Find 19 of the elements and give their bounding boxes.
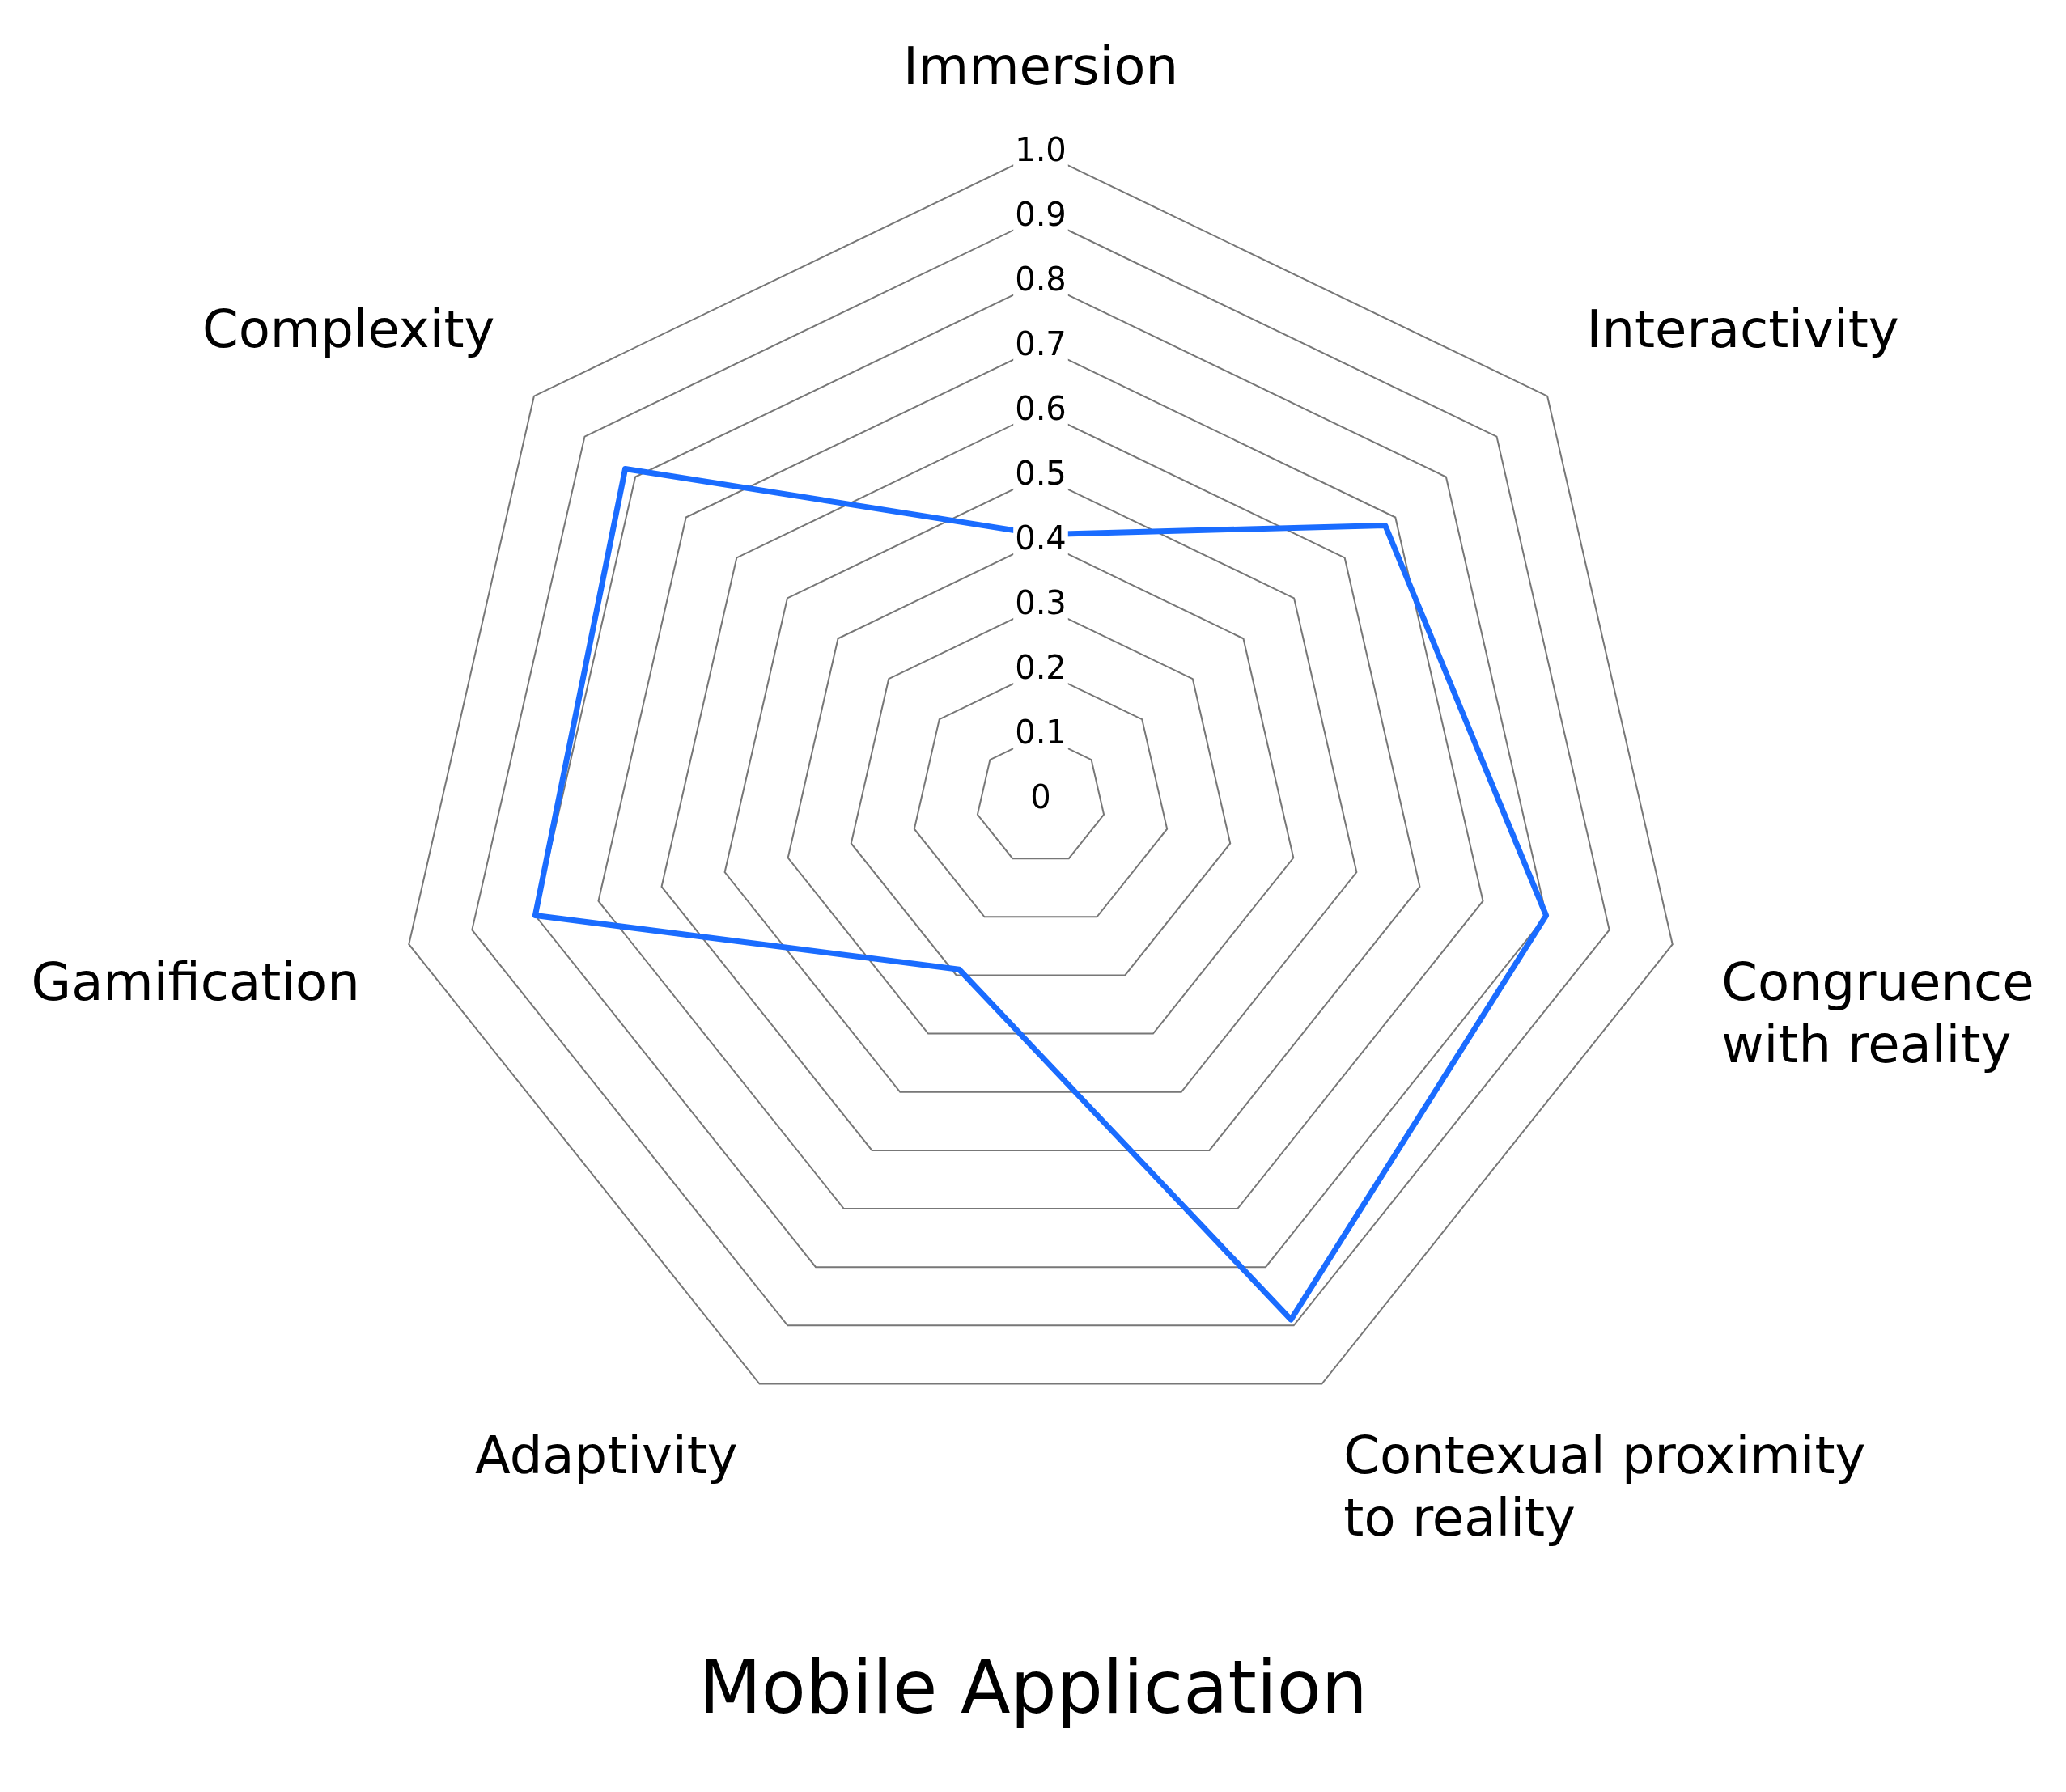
y-tick-label: 0.9: [1015, 195, 1067, 233]
spoke-label: Contexual proximity to reality: [1343, 1426, 1866, 1548]
y-tick-label: 0.8: [1015, 260, 1067, 298]
spoke-label: Adaptivity: [475, 1426, 738, 1486]
spoke-label: Immersion: [902, 36, 1179, 97]
y-tick-label: 0.2: [1015, 649, 1067, 687]
y-tick-label: 0.6: [1015, 389, 1067, 427]
y-tick-label: 0.7: [1015, 324, 1067, 362]
spoke-label: Complexity: [202, 299, 495, 360]
y-tick-label: 0.5: [1015, 454, 1067, 492]
spoke-label: Gamification: [31, 952, 360, 1013]
y-tick-label: 1.0: [1015, 130, 1067, 168]
y-tick-label: 0: [1030, 778, 1051, 816]
y-tick-label: 0.1: [1015, 714, 1067, 752]
spoke-label: Interactivity: [1586, 299, 1899, 360]
text: Mobile Application: [698, 1645, 1368, 1731]
y-tick-label: 0.3: [1015, 584, 1067, 622]
y-tick-label: 0.4: [1015, 519, 1067, 557]
spoke-label: Congruence with reality: [1721, 952, 2034, 1074]
